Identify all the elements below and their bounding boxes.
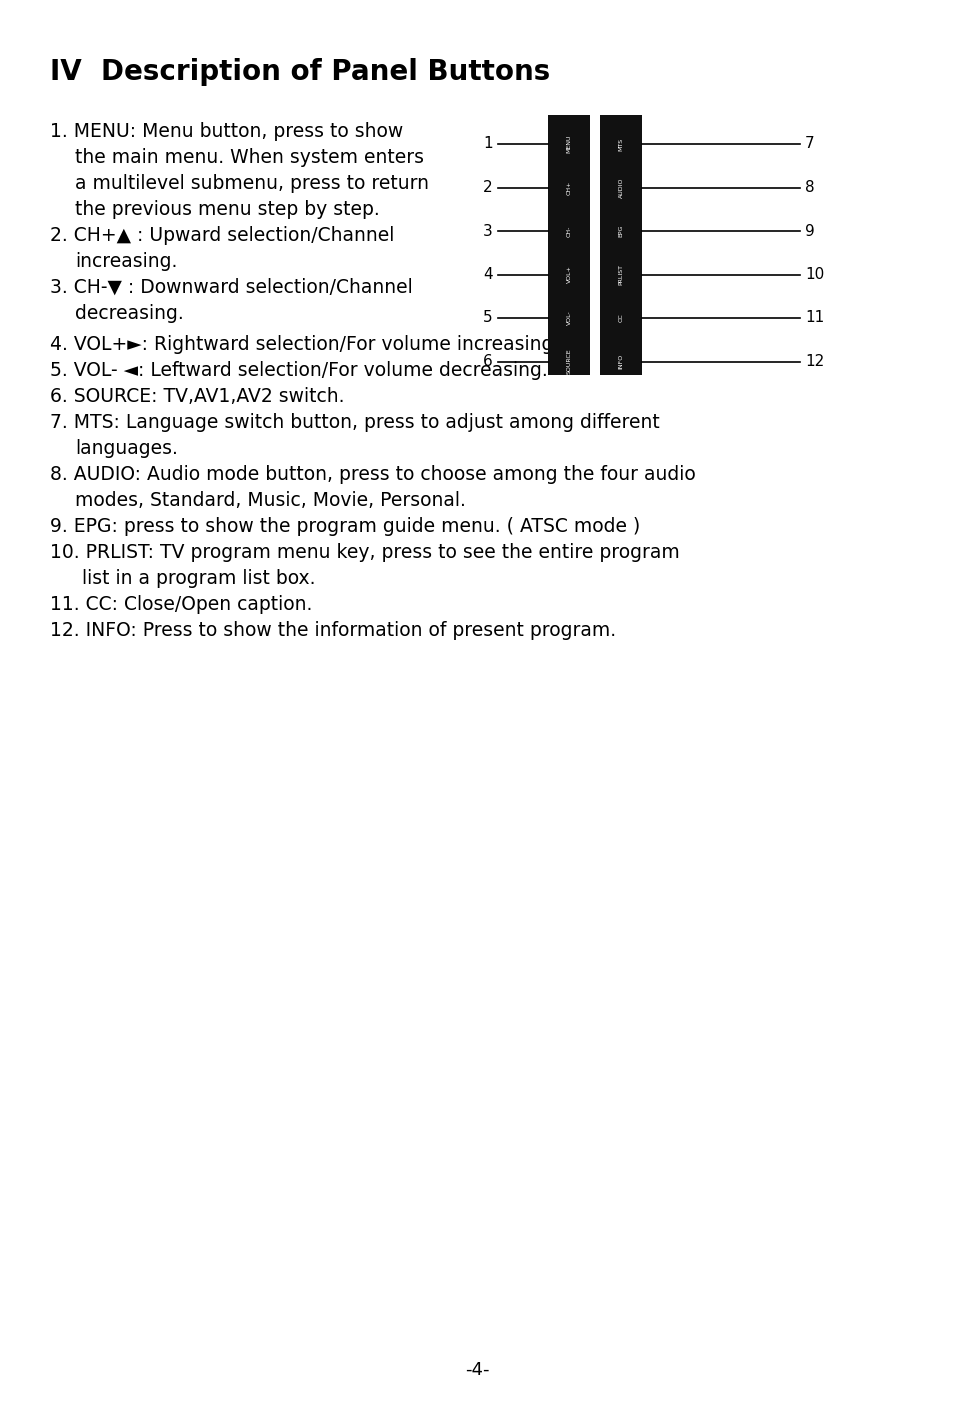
Text: EPG: EPG — [618, 224, 623, 237]
Text: 1. MENU: Menu button, press to show: 1. MENU: Menu button, press to show — [50, 122, 403, 142]
Text: the previous menu step by step.: the previous menu step by step. — [75, 200, 379, 219]
Text: 6. SOURCE: TV,AV1,AV2 switch.: 6. SOURCE: TV,AV1,AV2 switch. — [50, 387, 344, 407]
Text: decreasing.: decreasing. — [75, 304, 184, 322]
Text: 7: 7 — [804, 136, 814, 151]
Text: 4. VOL+►: Rightward selection/For volume increasing.: 4. VOL+►: Rightward selection/For volume… — [50, 335, 558, 353]
Text: 11. CC: Close/Open caption.: 11. CC: Close/Open caption. — [50, 594, 312, 614]
Bar — [547, 115, 589, 374]
Text: 5. VOL- ◄: Leftward selection/For volume decreasing.: 5. VOL- ◄: Leftward selection/For volume… — [50, 360, 547, 380]
Text: IV  Description of Panel Buttons: IV Description of Panel Buttons — [50, 57, 550, 86]
Bar — [599, 115, 641, 374]
Text: VOL-: VOL- — [566, 311, 571, 325]
Text: 5: 5 — [483, 310, 493, 325]
Text: languages.: languages. — [75, 439, 177, 458]
Text: 8. AUDIO: Audio mode button, press to choose among the four audio: 8. AUDIO: Audio mode button, press to ch… — [50, 465, 695, 484]
Text: 7. MTS: Language switch button, press to adjust among different: 7. MTS: Language switch button, press to… — [50, 414, 659, 432]
Text: CH-: CH- — [566, 226, 571, 237]
Text: increasing.: increasing. — [75, 252, 177, 271]
Text: 2: 2 — [483, 179, 493, 195]
Text: AUDIO: AUDIO — [618, 177, 623, 198]
Text: CH+: CH+ — [566, 181, 571, 195]
Text: INFO: INFO — [618, 353, 623, 369]
Text: 12. INFO: Press to show the information of present program.: 12. INFO: Press to show the information … — [50, 621, 616, 639]
Text: VOL+: VOL+ — [566, 265, 571, 283]
Text: 3: 3 — [483, 223, 493, 238]
Text: the main menu. When system enters: the main menu. When system enters — [75, 149, 423, 167]
Text: list in a program list box.: list in a program list box. — [82, 569, 315, 587]
Text: MENU: MENU — [566, 135, 571, 153]
Text: 2. CH+▲ : Upward selection/Channel: 2. CH+▲ : Upward selection/Channel — [50, 226, 394, 245]
Text: 9: 9 — [804, 223, 814, 238]
Text: 6: 6 — [483, 353, 493, 369]
Text: 10. PRLIST: TV program menu key, press to see the entire program: 10. PRLIST: TV program menu key, press t… — [50, 543, 679, 562]
Text: 8: 8 — [804, 179, 814, 195]
Text: 9. EPG: press to show the program guide menu. ( ATSC mode ): 9. EPG: press to show the program guide … — [50, 517, 639, 536]
Text: MTS: MTS — [618, 137, 623, 150]
Text: modes, Standard, Music, Movie, Personal.: modes, Standard, Music, Movie, Personal. — [75, 491, 465, 510]
Text: a multilevel submenu, press to return: a multilevel submenu, press to return — [75, 174, 429, 193]
Text: CC: CC — [618, 314, 623, 322]
Text: 12: 12 — [804, 353, 823, 369]
Text: 4: 4 — [483, 266, 493, 282]
Text: -4-: -4- — [464, 1361, 489, 1380]
Text: 11: 11 — [804, 310, 823, 325]
Text: 1: 1 — [483, 136, 493, 151]
Text: 10: 10 — [804, 266, 823, 282]
Text: SOURCE: SOURCE — [566, 349, 571, 374]
Text: 3. CH-▼ : Downward selection/Channel: 3. CH-▼ : Downward selection/Channel — [50, 278, 413, 297]
Text: PRLIST: PRLIST — [618, 264, 623, 285]
